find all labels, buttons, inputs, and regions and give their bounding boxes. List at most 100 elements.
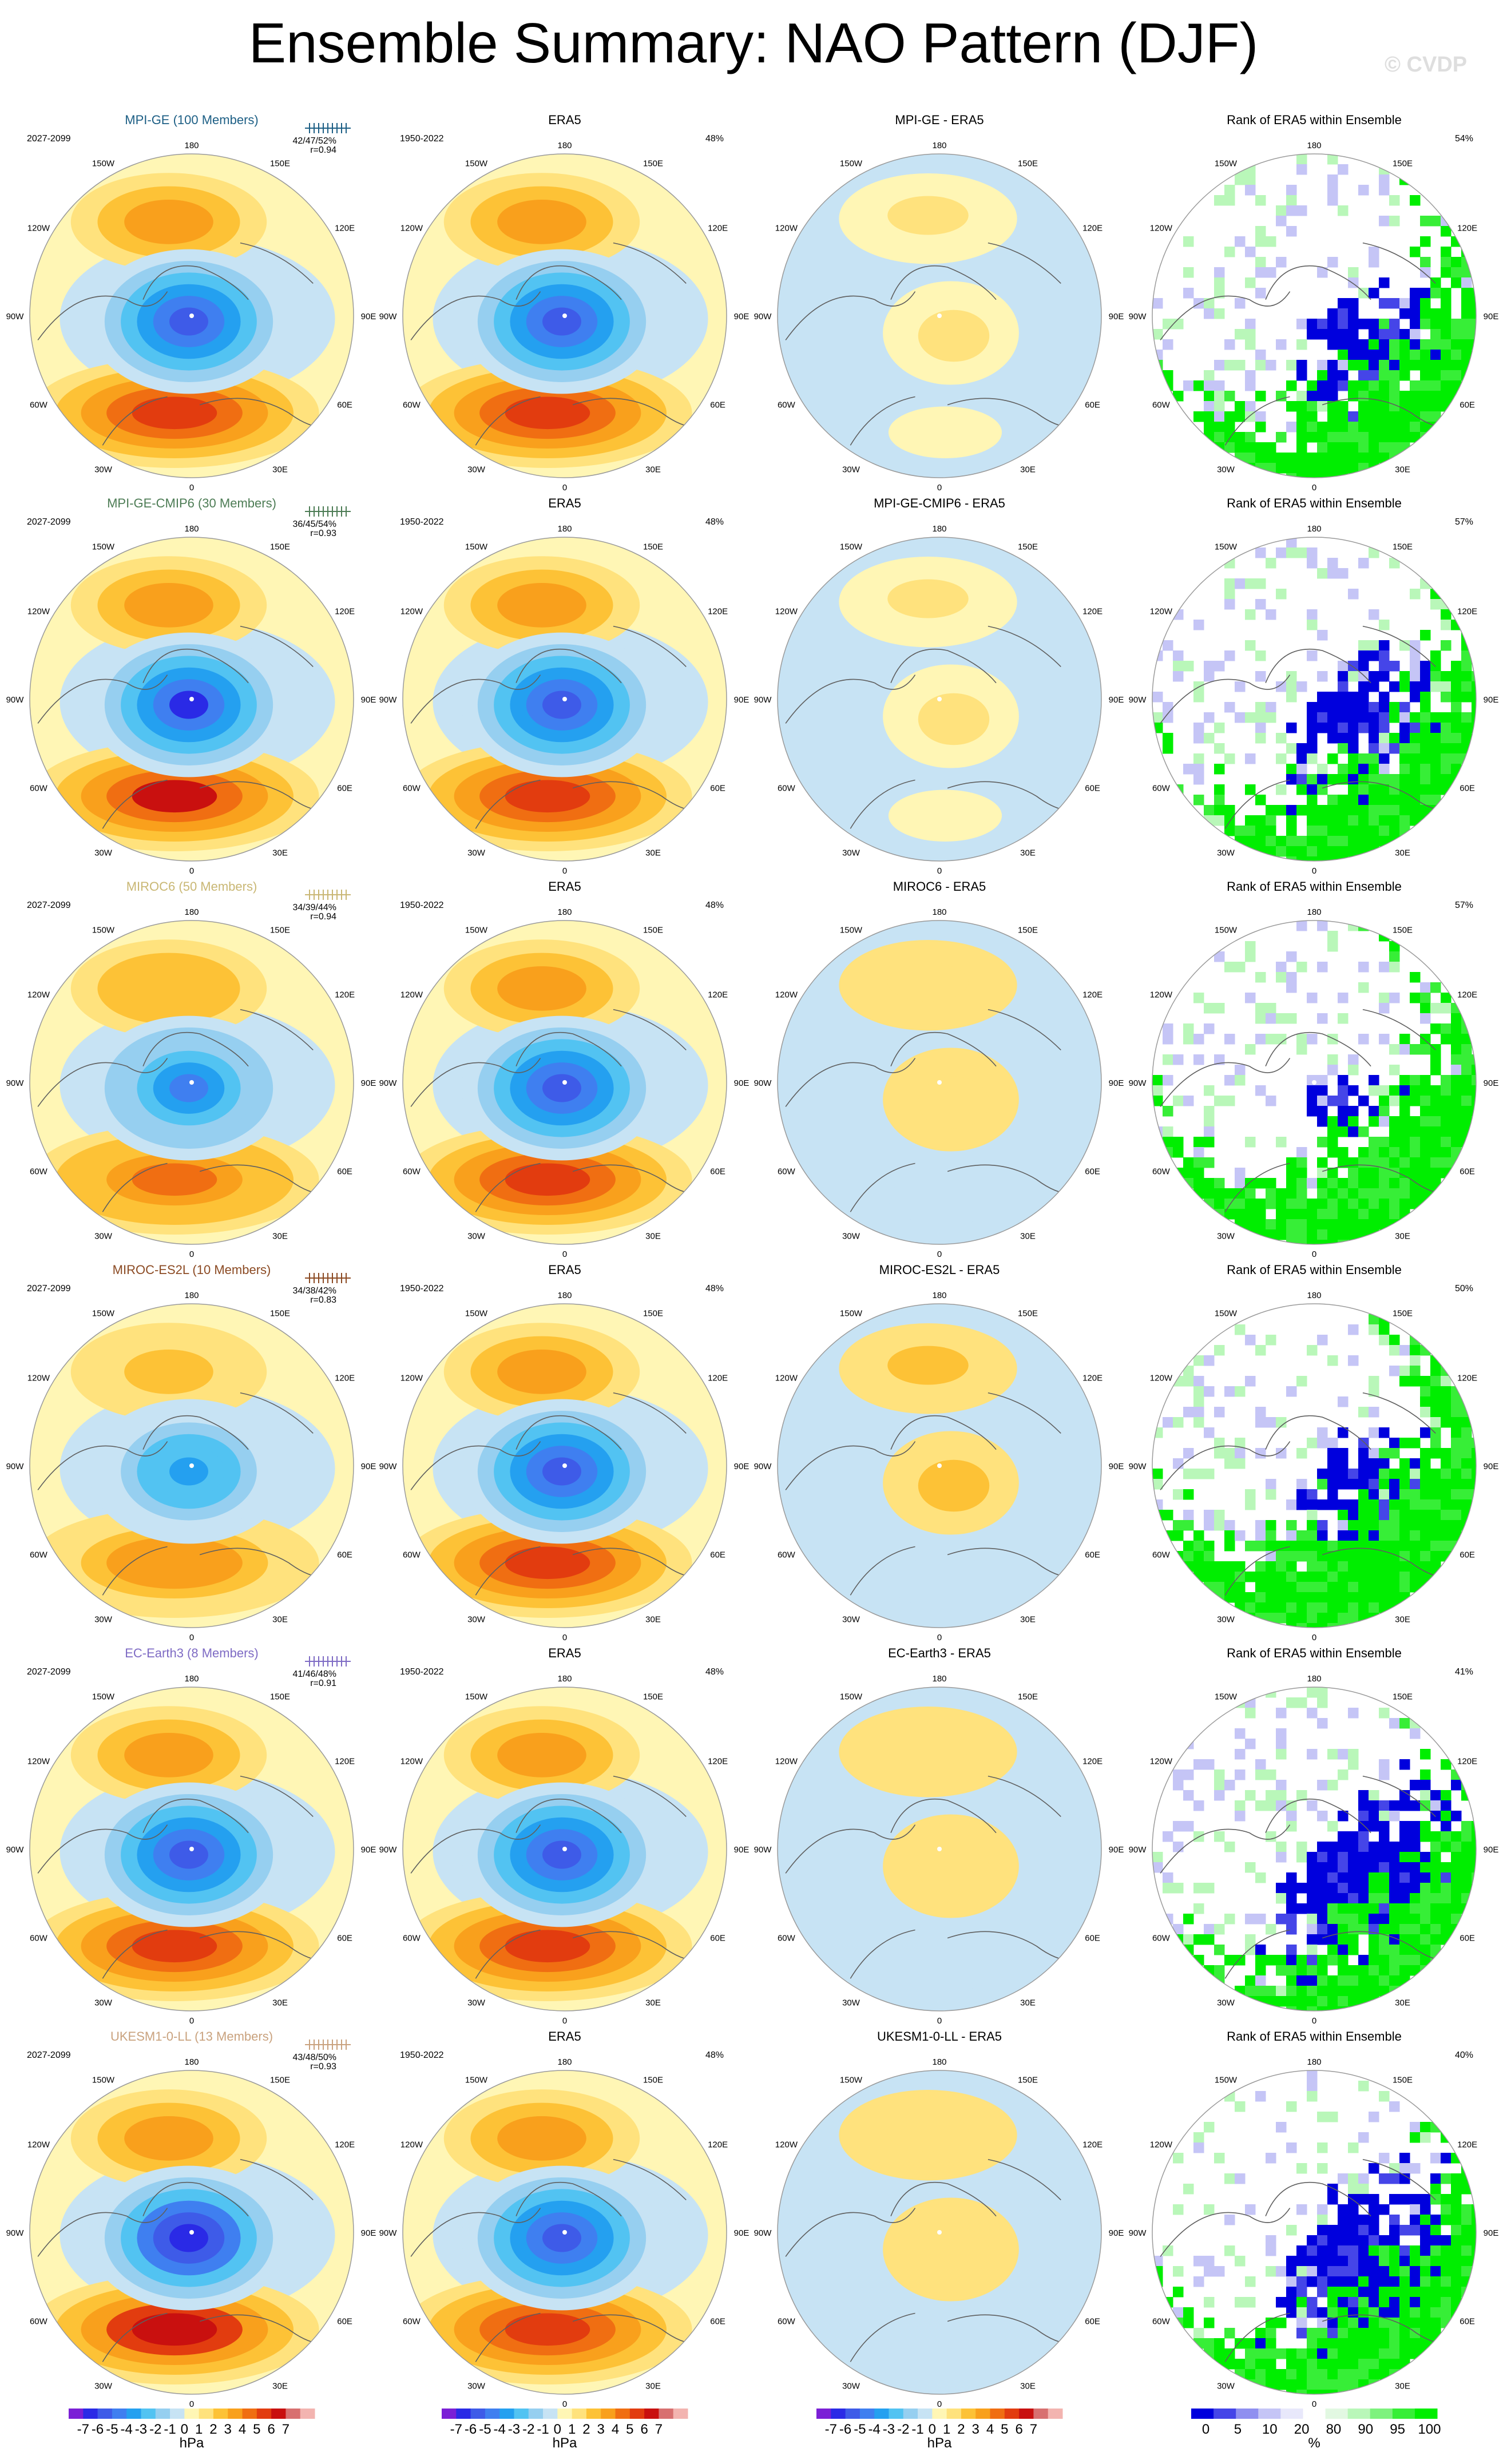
rank-cell	[1369, 547, 1379, 558]
rank-cell	[1296, 1883, 1307, 1894]
rank-cell	[1461, 1831, 1472, 1842]
rank-cell	[1307, 805, 1318, 816]
rank-cell	[1296, 1034, 1307, 1045]
rank-cell	[1338, 1592, 1349, 1603]
rank-cell	[1276, 2122, 1287, 2133]
rank-cell	[1338, 1811, 1349, 1822]
rank-cell	[1358, 1510, 1369, 1521]
rank-cell	[1296, 442, 1307, 453]
rank-cell	[1358, 2173, 1369, 2184]
contour-band	[542, 1840, 581, 1869]
rank-cell	[1410, 1955, 1421, 1966]
rank-cell	[1307, 1613, 1318, 1624]
rank-cell	[1286, 982, 1297, 993]
rank-cell	[1441, 370, 1452, 381]
rank-cell	[1399, 1106, 1410, 1117]
rank-cell	[1338, 1541, 1349, 1552]
rank-cell	[1379, 401, 1390, 412]
rank-cell	[1266, 558, 1276, 569]
rank-cell	[1389, 1044, 1400, 1055]
rank-cell	[1338, 1096, 1349, 1106]
rank-cell	[1461, 339, 1472, 350]
contour-band	[124, 582, 213, 628]
lon-label: 120E	[335, 224, 355, 233]
rank-cell	[1410, 671, 1421, 682]
rank-cell	[1410, 1883, 1421, 1894]
rank-cell	[1245, 836, 1256, 847]
rank-cell	[1193, 411, 1204, 422]
rank-cell	[1461, 277, 1472, 288]
rank-cell	[1296, 2307, 1307, 2318]
lon-label: 90E	[1109, 1462, 1124, 1471]
rank-cell	[1430, 1800, 1441, 1811]
contour-band	[887, 1729, 969, 1768]
rank-cell	[1451, 277, 1462, 288]
rank-cell	[1286, 1602, 1297, 1613]
rank-cell	[1307, 712, 1318, 723]
coastline	[613, 1775, 687, 1817]
rank-cell	[1266, 1530, 1276, 1541]
colorbar-tick: 2	[582, 2422, 590, 2437]
rank-cell	[1255, 1561, 1266, 1572]
rank-cell	[1214, 2153, 1225, 2164]
lon-label: 150W	[840, 925, 863, 935]
rank-cell	[1348, 1749, 1359, 1760]
rank-cell	[1389, 216, 1400, 227]
rank-cell	[1255, 257, 1266, 268]
rank-cell	[1358, 1551, 1369, 1562]
rank-cell	[1193, 1955, 1204, 1966]
rank-cell	[1245, 442, 1256, 453]
map-border	[777, 1303, 1102, 1628]
rank-cell	[1307, 795, 1318, 806]
rank-cell	[1327, 753, 1338, 764]
rank-cell	[1214, 2338, 1225, 2349]
colorbar-swatch	[673, 2409, 688, 2419]
coastline	[475, 2312, 541, 2362]
rank-cell	[1399, 1551, 1410, 1562]
colorbar-tick: -1	[164, 2422, 176, 2437]
rank-cell	[1307, 1541, 1318, 1552]
rank-cell	[1420, 1116, 1431, 1127]
rank-cell	[1214, 288, 1225, 299]
rank-cell	[1348, 1541, 1359, 1552]
rank-cell	[1183, 1541, 1194, 1552]
coastline	[850, 1162, 915, 1212]
rank-cell	[1163, 743, 1173, 754]
rank-cell	[1369, 1790, 1379, 1801]
rank-cell	[1173, 391, 1184, 402]
rank-cell	[1389, 2173, 1400, 2184]
rank-cell	[1348, 1085, 1359, 1096]
lon-label: 60E	[710, 1934, 725, 1943]
rank-cell	[1327, 1034, 1338, 1045]
rank-cell	[1327, 558, 1338, 569]
colorbar-swatch	[228, 2409, 243, 2419]
lon-label: 150W	[1215, 542, 1238, 551]
colorbar-tick: 1	[943, 2422, 950, 2437]
rank-cell	[1327, 1872, 1338, 1883]
rank-cell	[1276, 2266, 1287, 2277]
rank-cell	[1235, 962, 1246, 973]
lon-label: 90W	[754, 1078, 772, 1088]
colorbar-tick: -3	[508, 2422, 520, 2437]
rank-cell	[1327, 2328, 1338, 2339]
rank-cell	[1399, 1831, 1410, 1842]
rank-cell	[1214, 723, 1225, 733]
rank-cell	[1204, 2348, 1215, 2359]
rank-cell	[1389, 1883, 1400, 1894]
lon-label: 90W	[754, 1845, 772, 1855]
rank-cell	[1369, 2297, 1379, 2308]
rank-cell	[1441, 2215, 1452, 2225]
rank-cell	[1327, 1199, 1338, 1209]
rank-cell	[1255, 599, 1266, 610]
rank-cell	[1235, 1582, 1246, 1593]
rank-cell	[1317, 856, 1328, 861]
rank-cell	[1358, 1034, 1369, 1045]
rank-cell	[1420, 391, 1431, 402]
rank-cell	[1410, 308, 1421, 319]
rank-cell	[1461, 692, 1472, 703]
rank-cell	[1410, 2256, 1421, 2267]
rank-cell	[1399, 370, 1410, 381]
rank-cell	[1224, 578, 1235, 589]
coastline	[37, 291, 168, 340]
rank-cell	[1307, 1945, 1318, 1955]
